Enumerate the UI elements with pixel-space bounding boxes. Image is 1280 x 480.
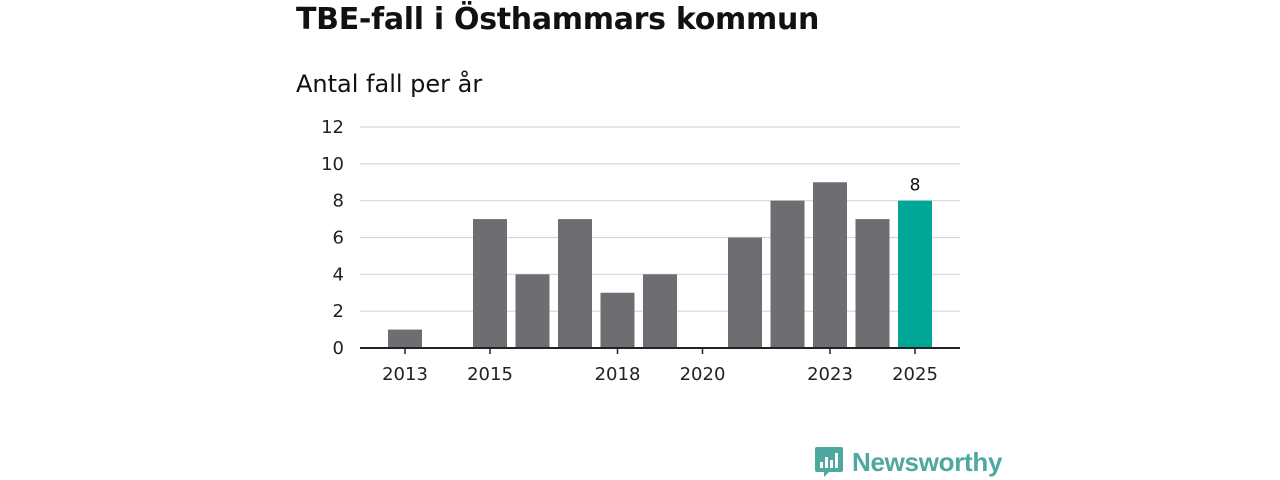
x-axis bbox=[360, 347, 960, 354]
bar-2021 bbox=[728, 237, 762, 348]
bar-2024 bbox=[855, 219, 890, 348]
bar-2017 bbox=[558, 219, 592, 348]
y-tick-label: 6 bbox=[333, 228, 344, 249]
x-axis-labels: 2013 2015 2018 2020 2023 2025 bbox=[382, 364, 938, 385]
y-axis-labels: 0 2 4 6 8 10 12 bbox=[321, 117, 344, 359]
bar-chart: 0 2 4 6 8 10 12 2013 2015 2018 2020 2023 2025 8 bbox=[321, 117, 960, 385]
bar-2019 bbox=[643, 274, 677, 348]
brand-name: Newsworthy bbox=[852, 446, 1003, 477]
chart-subtitle: Antal fall per år bbox=[296, 70, 483, 98]
data-label-2025: 8 bbox=[910, 176, 921, 196]
bar-2013 bbox=[388, 329, 422, 348]
x-tick-label: 2015 bbox=[467, 364, 513, 385]
bar-2022 bbox=[770, 200, 805, 348]
y-tick-label: 12 bbox=[321, 117, 344, 138]
bar-2025 bbox=[898, 200, 932, 348]
x-tick-label: 2020 bbox=[680, 364, 726, 385]
bar-2018 bbox=[600, 292, 635, 348]
bars bbox=[388, 182, 932, 348]
y-tick-label: 8 bbox=[333, 191, 344, 212]
x-tick-label: 2018 bbox=[595, 364, 641, 385]
x-tick-label: 2023 bbox=[807, 364, 853, 385]
data-labels: 8 bbox=[910, 176, 921, 196]
x-tick-label: 2025 bbox=[892, 364, 938, 385]
chart-title: TBE-fall i Östhammars kommun bbox=[296, 2, 820, 37]
x-tick-label: 2013 bbox=[382, 364, 428, 385]
y-tick-label: 0 bbox=[333, 338, 344, 359]
bar-2015 bbox=[473, 219, 507, 348]
y-tick-label: 2 bbox=[333, 301, 344, 322]
y-tick-label: 4 bbox=[333, 264, 344, 285]
brand-logo: Newsworthy bbox=[814, 446, 1002, 478]
bar-2023 bbox=[813, 182, 847, 348]
bar-chart-bubble-icon bbox=[815, 447, 843, 477]
bar-2016 bbox=[515, 274, 550, 348]
y-tick-label: 10 bbox=[321, 154, 344, 175]
